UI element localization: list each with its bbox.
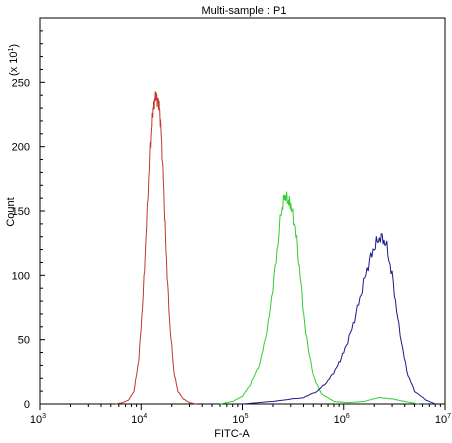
- series-line-2: [242, 233, 436, 405]
- plot-frame: [39, 17, 446, 405]
- y-multiplier-exponent: 1: [8, 48, 15, 52]
- y-multiplier-text: (x 10: [8, 52, 20, 76]
- series-layer: [114, 91, 436, 405]
- series-line-1: [219, 191, 419, 405]
- series-line-0: [114, 91, 197, 405]
- y-multiplier-close: ): [8, 44, 20, 48]
- chart-title: Multi-sample : P1: [202, 5, 287, 17]
- y-tick-label: 250: [12, 77, 30, 89]
- x-tick-label: 105: [232, 413, 248, 426]
- x-tick-label: 107: [435, 413, 451, 426]
- x-axis-label: FITC-A: [214, 428, 250, 440]
- y-tick-label: 0: [24, 399, 30, 411]
- y-tick-label: 100: [12, 270, 30, 282]
- x-tick-label: 103: [30, 413, 46, 426]
- x-tick-label: 104: [131, 413, 147, 426]
- x-tick-label: 106: [334, 413, 350, 426]
- y-tick-label: 200: [12, 142, 30, 154]
- y-axis-ticks: 0 50 100 150 200 250: [12, 30, 45, 411]
- y-tick-label: 150: [12, 206, 30, 218]
- x-axis-ticks: 103 104 105 106 107: [30, 404, 451, 426]
- y-axis-label: Count: [5, 197, 17, 226]
- y-multiplier-label: (x 101): [8, 44, 20, 76]
- y-tick-label: 50: [18, 335, 30, 347]
